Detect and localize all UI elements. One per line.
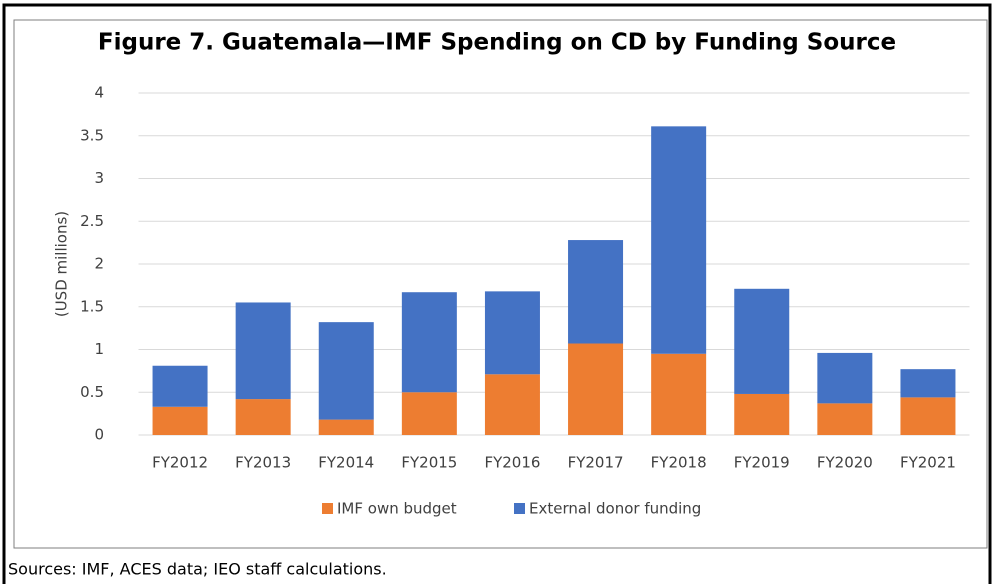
x-tick-label: FY2020 — [817, 454, 873, 472]
bar-segment — [152, 365, 208, 407]
bar-segment — [817, 403, 873, 435]
x-tick-label: FY2017 — [568, 454, 624, 472]
outer-frame — [2, 3, 992, 584]
x-tick-label: FY2014 — [318, 454, 374, 472]
bar-segment — [484, 374, 540, 435]
bar-segment — [734, 288, 790, 394]
bar-segment — [734, 393, 790, 435]
chart-frame — [13, 19, 988, 549]
bar-segment — [484, 291, 540, 375]
x-tick-label: FY2019 — [734, 454, 790, 472]
source-note: Sources: IMF, ACES data; IEO staff calcu… — [8, 560, 387, 579]
y-tick-label: 1.5 — [80, 297, 104, 315]
x-tick-label: FY2018 — [651, 454, 707, 472]
bar-segment — [401, 292, 457, 393]
bar-segment — [401, 392, 457, 435]
bar-segment — [651, 353, 707, 435]
bar-segment — [318, 419, 374, 435]
bar-segment — [235, 399, 291, 435]
bar-segment — [817, 352, 873, 404]
y-tick-label: 3 — [94, 169, 104, 187]
bar-segment — [568, 240, 624, 344]
legend-swatch — [514, 503, 525, 514]
bar-segment — [235, 302, 291, 400]
x-tick-label: FY2016 — [484, 454, 540, 472]
y-axis-label: (USD millions) — [53, 211, 71, 317]
x-tick-label: FY2015 — [401, 454, 457, 472]
y-tick-label: 2 — [94, 255, 104, 273]
y-tick-label: 0.5 — [80, 383, 104, 401]
bar-segment — [318, 322, 374, 420]
y-tick-label: 1 — [94, 340, 104, 358]
chart-title: Figure 7. Guatemala—IMF Spending on CD b… — [98, 30, 896, 56]
bar-segment — [900, 397, 956, 435]
legend-label: External donor funding — [529, 500, 701, 518]
bar-segment — [152, 406, 208, 435]
y-tick-label: 2.5 — [80, 212, 104, 230]
bar-segment — [568, 343, 624, 435]
bar-segment — [651, 126, 707, 354]
x-tick-label: FY2013 — [235, 454, 291, 472]
x-tick-label: FY2012 — [152, 454, 208, 472]
legend-label: IMF own budget — [337, 500, 457, 518]
y-tick-label: 0 — [94, 426, 104, 444]
x-tick-label: FY2021 — [900, 454, 956, 472]
legend-swatch — [322, 503, 333, 514]
y-tick-label: 4 — [94, 84, 104, 102]
bar-segment — [900, 369, 956, 398]
y-tick-label: 3.5 — [80, 126, 104, 144]
